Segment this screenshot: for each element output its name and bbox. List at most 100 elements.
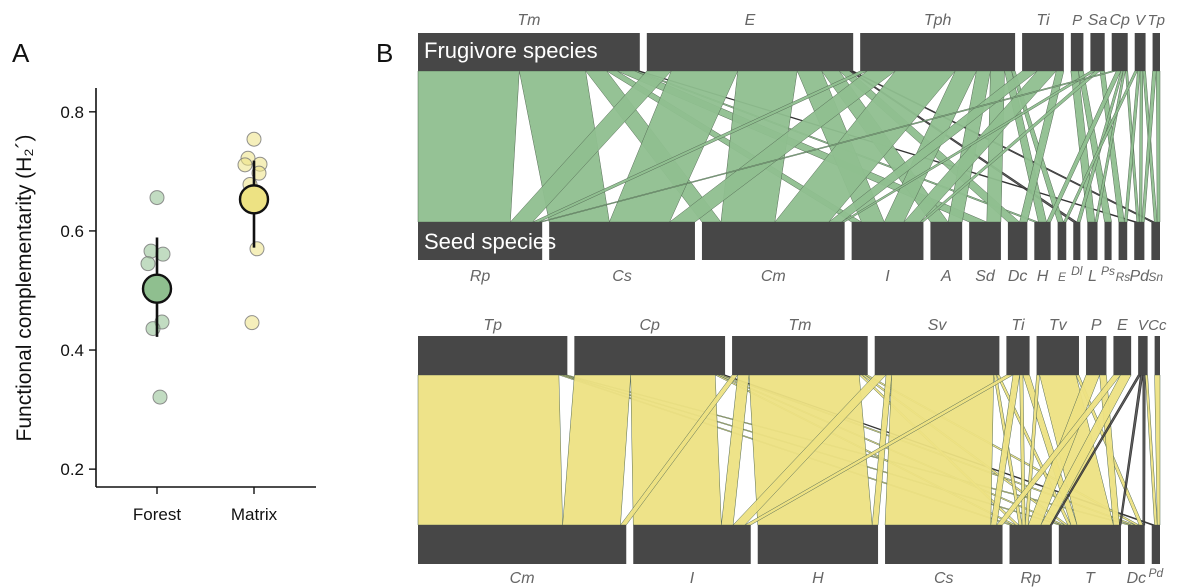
seed-box-e bbox=[1057, 222, 1067, 260]
seed-box-rs bbox=[1118, 222, 1128, 260]
frugivore-box-tph bbox=[860, 33, 1016, 71]
forest-links bbox=[417, 70, 1161, 223]
seed-box-sn bbox=[1151, 222, 1160, 260]
frugivore-box-p bbox=[1085, 336, 1107, 375]
frugivore-box-ti bbox=[1022, 33, 1064, 71]
point-forest bbox=[149, 190, 165, 206]
frugivore-box-ti bbox=[1006, 336, 1030, 375]
point-matrix bbox=[251, 165, 267, 181]
y-tick-label: 0.4 bbox=[60, 341, 84, 360]
mean-point-matrix bbox=[238, 184, 270, 215]
y-ticks: 0.2 0.4 0.6 0.8 bbox=[60, 103, 96, 479]
panel-a-complementarity-plot: A 0.2 0.4 0.6 0.8 Forest Matrix Functional c… bbox=[12, 38, 316, 524]
frugivore-label-tm: Tm bbox=[517, 12, 540, 29]
seed-box-l bbox=[1087, 222, 1098, 260]
seed-label-t: T bbox=[1085, 570, 1096, 587]
frugivore-label-p: P bbox=[1091, 317, 1102, 334]
seed-label-h: H bbox=[1037, 268, 1049, 285]
point-matrix bbox=[246, 131, 262, 147]
x-tick-label-matrix: Matrix bbox=[231, 505, 278, 524]
seed-box-cm bbox=[701, 222, 845, 260]
seed-box-h bbox=[757, 525, 879, 564]
seed-label-h: H bbox=[812, 570, 824, 587]
frugivore-box-e bbox=[646, 33, 854, 71]
frugivore-box-tp bbox=[1152, 33, 1160, 71]
seed-label-cm: Cm bbox=[510, 570, 535, 587]
matrix-network: Tp Cp Tm Sv Ti Tv P E V Cc Cm I H Cs Rp T Dc Pd bbox=[417, 317, 1167, 587]
link-v-dc bbox=[1142, 374, 1146, 526]
seed-box-cs bbox=[885, 525, 1003, 564]
frugivore-label-sv: Sv bbox=[928, 317, 948, 334]
forest-species-boxes bbox=[418, 33, 1160, 260]
link-tp-sn bbox=[1156, 70, 1161, 223]
seed-box-ps bbox=[1104, 222, 1112, 260]
frugivore-label-tph: Tph bbox=[924, 12, 952, 29]
frugivore-label-p: P bbox=[1072, 12, 1082, 29]
seed-label-rs: Rs bbox=[1116, 270, 1131, 284]
matrix-species-labels: Tp Cp Tm Sv Ti Tv P E V Cc Cm I H Cs Rp T Dc Pd bbox=[483, 317, 1167, 587]
data-points bbox=[140, 131, 270, 405]
point-matrix bbox=[237, 157, 253, 173]
x-ticks: Forest Matrix bbox=[133, 487, 278, 524]
seed-box-dc bbox=[1127, 525, 1145, 564]
seed-label-dl: Dl bbox=[1071, 264, 1083, 278]
link-tp-cm bbox=[417, 374, 563, 526]
seed-box-t bbox=[1058, 525, 1121, 564]
panel-a-letter: A bbox=[12, 38, 30, 68]
y-axis-label: Functional complementarity (H₂´) bbox=[13, 135, 36, 442]
seed-label-sn: Sn bbox=[1148, 270, 1163, 284]
seed-label-cm: Cm bbox=[761, 268, 786, 285]
seed-box-rp bbox=[1009, 525, 1052, 564]
seed-label-sd: Sd bbox=[975, 268, 996, 285]
seed-species-label: Seed species bbox=[424, 229, 556, 254]
seed-label-dc: Dc bbox=[1127, 570, 1147, 587]
seed-label-a: A bbox=[940, 268, 952, 285]
frugivore-label-ti: Ti bbox=[1036, 12, 1050, 29]
point-matrix bbox=[244, 315, 260, 331]
seed-label-cs: Cs bbox=[612, 268, 632, 285]
link-tm-i bbox=[721, 374, 750, 526]
mean-point-forest bbox=[141, 273, 173, 304]
y-tick-label: 0.8 bbox=[60, 103, 84, 122]
frugivore-box-tm bbox=[732, 336, 868, 375]
frugivore-box-e bbox=[1113, 336, 1132, 375]
frugivore-box-cp bbox=[574, 336, 726, 375]
seed-box-pd bbox=[1134, 222, 1145, 260]
y-tick-label: 0.6 bbox=[60, 222, 84, 241]
frugivore-label-tp: Tp bbox=[1148, 12, 1166, 29]
link-tm-rp bbox=[417, 70, 520, 223]
frugivore-box-cp bbox=[1111, 33, 1128, 71]
frugivore-box-sa bbox=[1090, 33, 1105, 71]
frugivore-species-label: Frugivore species bbox=[424, 38, 598, 63]
frugivore-label-sa: Sa bbox=[1088, 12, 1108, 29]
panel-b-letter: B bbox=[376, 38, 393, 68]
seed-box-cm bbox=[418, 525, 627, 564]
seed-label-i: I bbox=[690, 570, 695, 587]
seed-label-ps: Ps bbox=[1101, 264, 1115, 278]
seed-label-l: L bbox=[1088, 268, 1097, 285]
frugivore-box-cc bbox=[1154, 336, 1160, 375]
seed-label-e: E bbox=[1058, 270, 1067, 284]
link-v-pd bbox=[1139, 70, 1144, 223]
frugivore-box-tm bbox=[418, 33, 640, 71]
y-axis-label-symbol: (H₂´) bbox=[13, 135, 36, 179]
seed-label-rp: Rp bbox=[470, 268, 491, 285]
frugivore-label-ti: Ti bbox=[1011, 317, 1025, 334]
frugivore-label-cc: Cc bbox=[1148, 317, 1167, 334]
seed-box-sd bbox=[969, 222, 1001, 260]
seed-box-dl bbox=[1073, 222, 1081, 260]
link-sv-cs bbox=[884, 374, 994, 526]
matrix-species-boxes bbox=[418, 336, 1160, 564]
x-tick-label-forest: Forest bbox=[133, 505, 181, 524]
frugivore-label-tv: Tv bbox=[1049, 317, 1068, 334]
y-axis-label-text: Functional complementarity bbox=[13, 184, 36, 441]
seed-box-i bbox=[633, 525, 751, 564]
frugivore-box-v bbox=[1134, 33, 1146, 71]
y-tick-label: 0.2 bbox=[60, 460, 84, 479]
seed-box-cs bbox=[549, 222, 695, 260]
frugivore-label-v: V bbox=[1138, 317, 1150, 334]
